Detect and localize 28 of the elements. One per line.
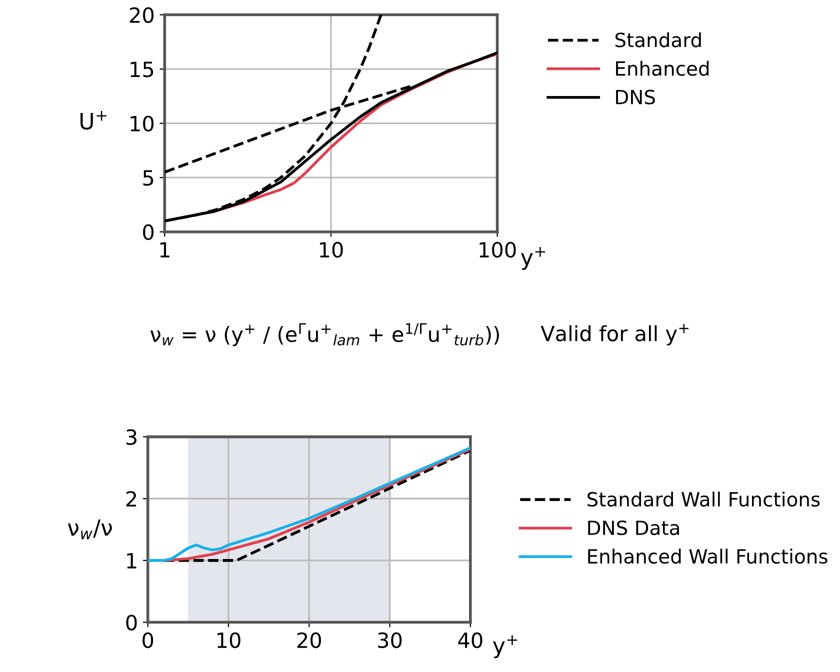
x-tick-label: 100: [480, 242, 516, 258]
y-tick-label: 5: [143, 170, 154, 186]
legend-label: Enhanced: [616, 60, 709, 76]
legend-label: DNS Data: [588, 520, 679, 536]
text: Valid for all y$^{+}$: [540, 324, 688, 346]
x-tick-label: 10: [320, 242, 343, 258]
y-tick-label: 20: [130, 7, 154, 23]
y-tick-label: 10: [130, 116, 154, 132]
legend-label: DNS: [616, 90, 655, 104]
legend-label: Enhanced Wall Functions: [588, 548, 828, 564]
y-tick-label: 0: [143, 224, 154, 240]
x-tick-label: 40: [458, 632, 482, 648]
legend-label: Standard: [615, 32, 701, 48]
x-axis-title: y$^{+}$: [520, 247, 546, 270]
y-tick-label: 1: [127, 553, 136, 568]
y-tick-label: 2: [126, 491, 136, 507]
y-axis-title: U$^{+}$: [80, 111, 106, 130]
x-tick-label: 10: [218, 632, 240, 648]
y-tick-label: 0: [126, 614, 137, 630]
y-axis-title: ν$_{w}$/ν: [68, 519, 112, 540]
x-tick-label: 20: [297, 632, 321, 648]
y-tick-label: 15: [130, 62, 154, 78]
x-tick-label: 30: [378, 632, 402, 648]
y-tick-label: 3: [126, 429, 136, 446]
text: ν$_{w}$ = ν (y$^{+}$ / (e$^{Γ}$u$^{+}$$_{lam}$ + e$^{1/Γ}$u$^{+}$$_{turb}$)): [150, 323, 499, 346]
x-tick-label: 1: [160, 242, 170, 258]
x-axis-title: y$^{+}$: [492, 635, 518, 658]
legend-label: Standard Wall Functions: [588, 492, 820, 507]
